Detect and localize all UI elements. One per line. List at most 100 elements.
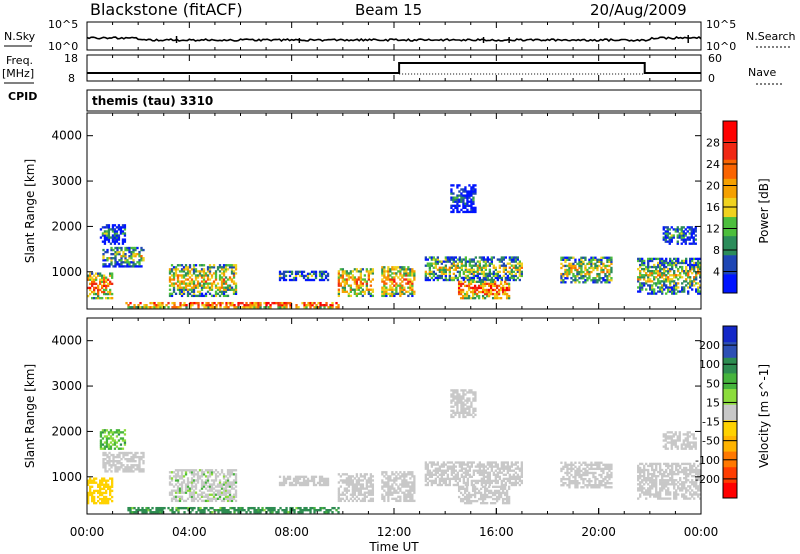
range-tick-label: 1000	[51, 265, 82, 279]
data-cell	[637, 280, 640, 283]
data-cell	[303, 506, 306, 510]
data-cell	[466, 483, 469, 487]
data-cell	[214, 274, 218, 277]
data-cell	[606, 465, 609, 469]
data-cell	[653, 474, 656, 478]
data-cell	[389, 268, 392, 271]
data-cell	[179, 306, 182, 309]
data-cell	[204, 469, 208, 472]
data-cell	[251, 301, 254, 305]
data-cell	[118, 252, 121, 256]
data-cell	[202, 274, 206, 277]
data-cell	[693, 497, 696, 500]
data-cell	[206, 274, 210, 277]
data-cell	[214, 278, 218, 281]
data-cell	[218, 481, 222, 484]
data-cell	[140, 248, 143, 252]
data-cell	[476, 272, 479, 276]
data-cell	[502, 270, 505, 274]
data-cell	[172, 276, 176, 279]
data-cell	[157, 304, 160, 307]
data-cell	[214, 276, 218, 279]
data-cell	[568, 256, 571, 259]
data-cell	[218, 483, 222, 486]
data-cell	[639, 477, 642, 480]
data-cell	[407, 278, 410, 281]
data-cell	[101, 483, 104, 486]
data-cell	[426, 471, 429, 474]
data-cell	[460, 208, 463, 212]
data-cell	[220, 491, 224, 494]
data-cell	[514, 475, 517, 479]
data-cell	[111, 230, 115, 233]
data-cell	[255, 301, 258, 305]
data-cell	[562, 258, 565, 261]
data-cell	[108, 460, 111, 463]
data-cell	[518, 264, 521, 267]
data-cell	[401, 274, 404, 277]
data-cell	[198, 272, 202, 275]
data-cell	[178, 288, 182, 291]
data-cell	[487, 284, 491, 288]
data-cell	[102, 259, 105, 262]
data-cell	[574, 486, 577, 489]
data-cell	[643, 487, 646, 490]
data-cell	[120, 451, 123, 455]
data-cell	[176, 278, 180, 281]
data-cell	[136, 455, 139, 459]
data-cell	[502, 477, 505, 481]
data-cell	[128, 250, 131, 254]
data-cell	[200, 491, 204, 494]
data-cell	[353, 493, 357, 496]
data-cell	[672, 443, 675, 446]
data-cell	[498, 274, 501, 278]
data-cell	[503, 290, 507, 294]
data-cell	[399, 282, 402, 285]
data-cell	[594, 482, 597, 485]
data-cell	[109, 441, 113, 444]
data-cell	[95, 276, 98, 279]
data-cell	[192, 266, 196, 269]
data-cell	[106, 455, 109, 459]
data-cell	[173, 301, 176, 305]
data-cell	[182, 475, 186, 478]
data-cell	[564, 268, 567, 272]
data-cell	[243, 509, 246, 512]
data-cell	[222, 288, 226, 291]
data-cell	[101, 232, 105, 235]
data-cell	[500, 256, 503, 259]
data-cell	[643, 479, 646, 482]
data-cell	[87, 497, 90, 501]
data-cell	[596, 274, 599, 278]
data-cell	[397, 477, 400, 480]
data-cell	[381, 479, 384, 482]
data-cell	[675, 497, 678, 500]
data-cell	[168, 280, 172, 283]
data-cell	[381, 280, 384, 283]
data-cell	[168, 284, 172, 287]
data-cell	[490, 260, 493, 263]
data-cell	[689, 265, 692, 269]
cpid-strip	[86, 89, 702, 112]
data-cell	[667, 263, 670, 267]
data-cell	[483, 282, 487, 286]
data-cell	[232, 276, 236, 279]
data-cell	[315, 304, 318, 307]
data-cell	[411, 290, 414, 293]
data-cell	[592, 266, 595, 270]
data-cell	[413, 274, 416, 277]
data-cell	[695, 290, 698, 293]
data-cell	[466, 270, 469, 274]
data-cell	[440, 471, 443, 474]
data-cell	[230, 266, 234, 269]
data-cell	[351, 491, 355, 494]
data-cell	[109, 292, 112, 296]
data-cell	[482, 264, 485, 267]
data-cell	[499, 493, 503, 497]
data-cell	[232, 280, 236, 283]
data-cell	[99, 441, 103, 444]
data-cell	[385, 491, 388, 494]
data-cell	[391, 294, 394, 298]
data-cell	[219, 301, 222, 305]
data-cell	[501, 292, 505, 296]
